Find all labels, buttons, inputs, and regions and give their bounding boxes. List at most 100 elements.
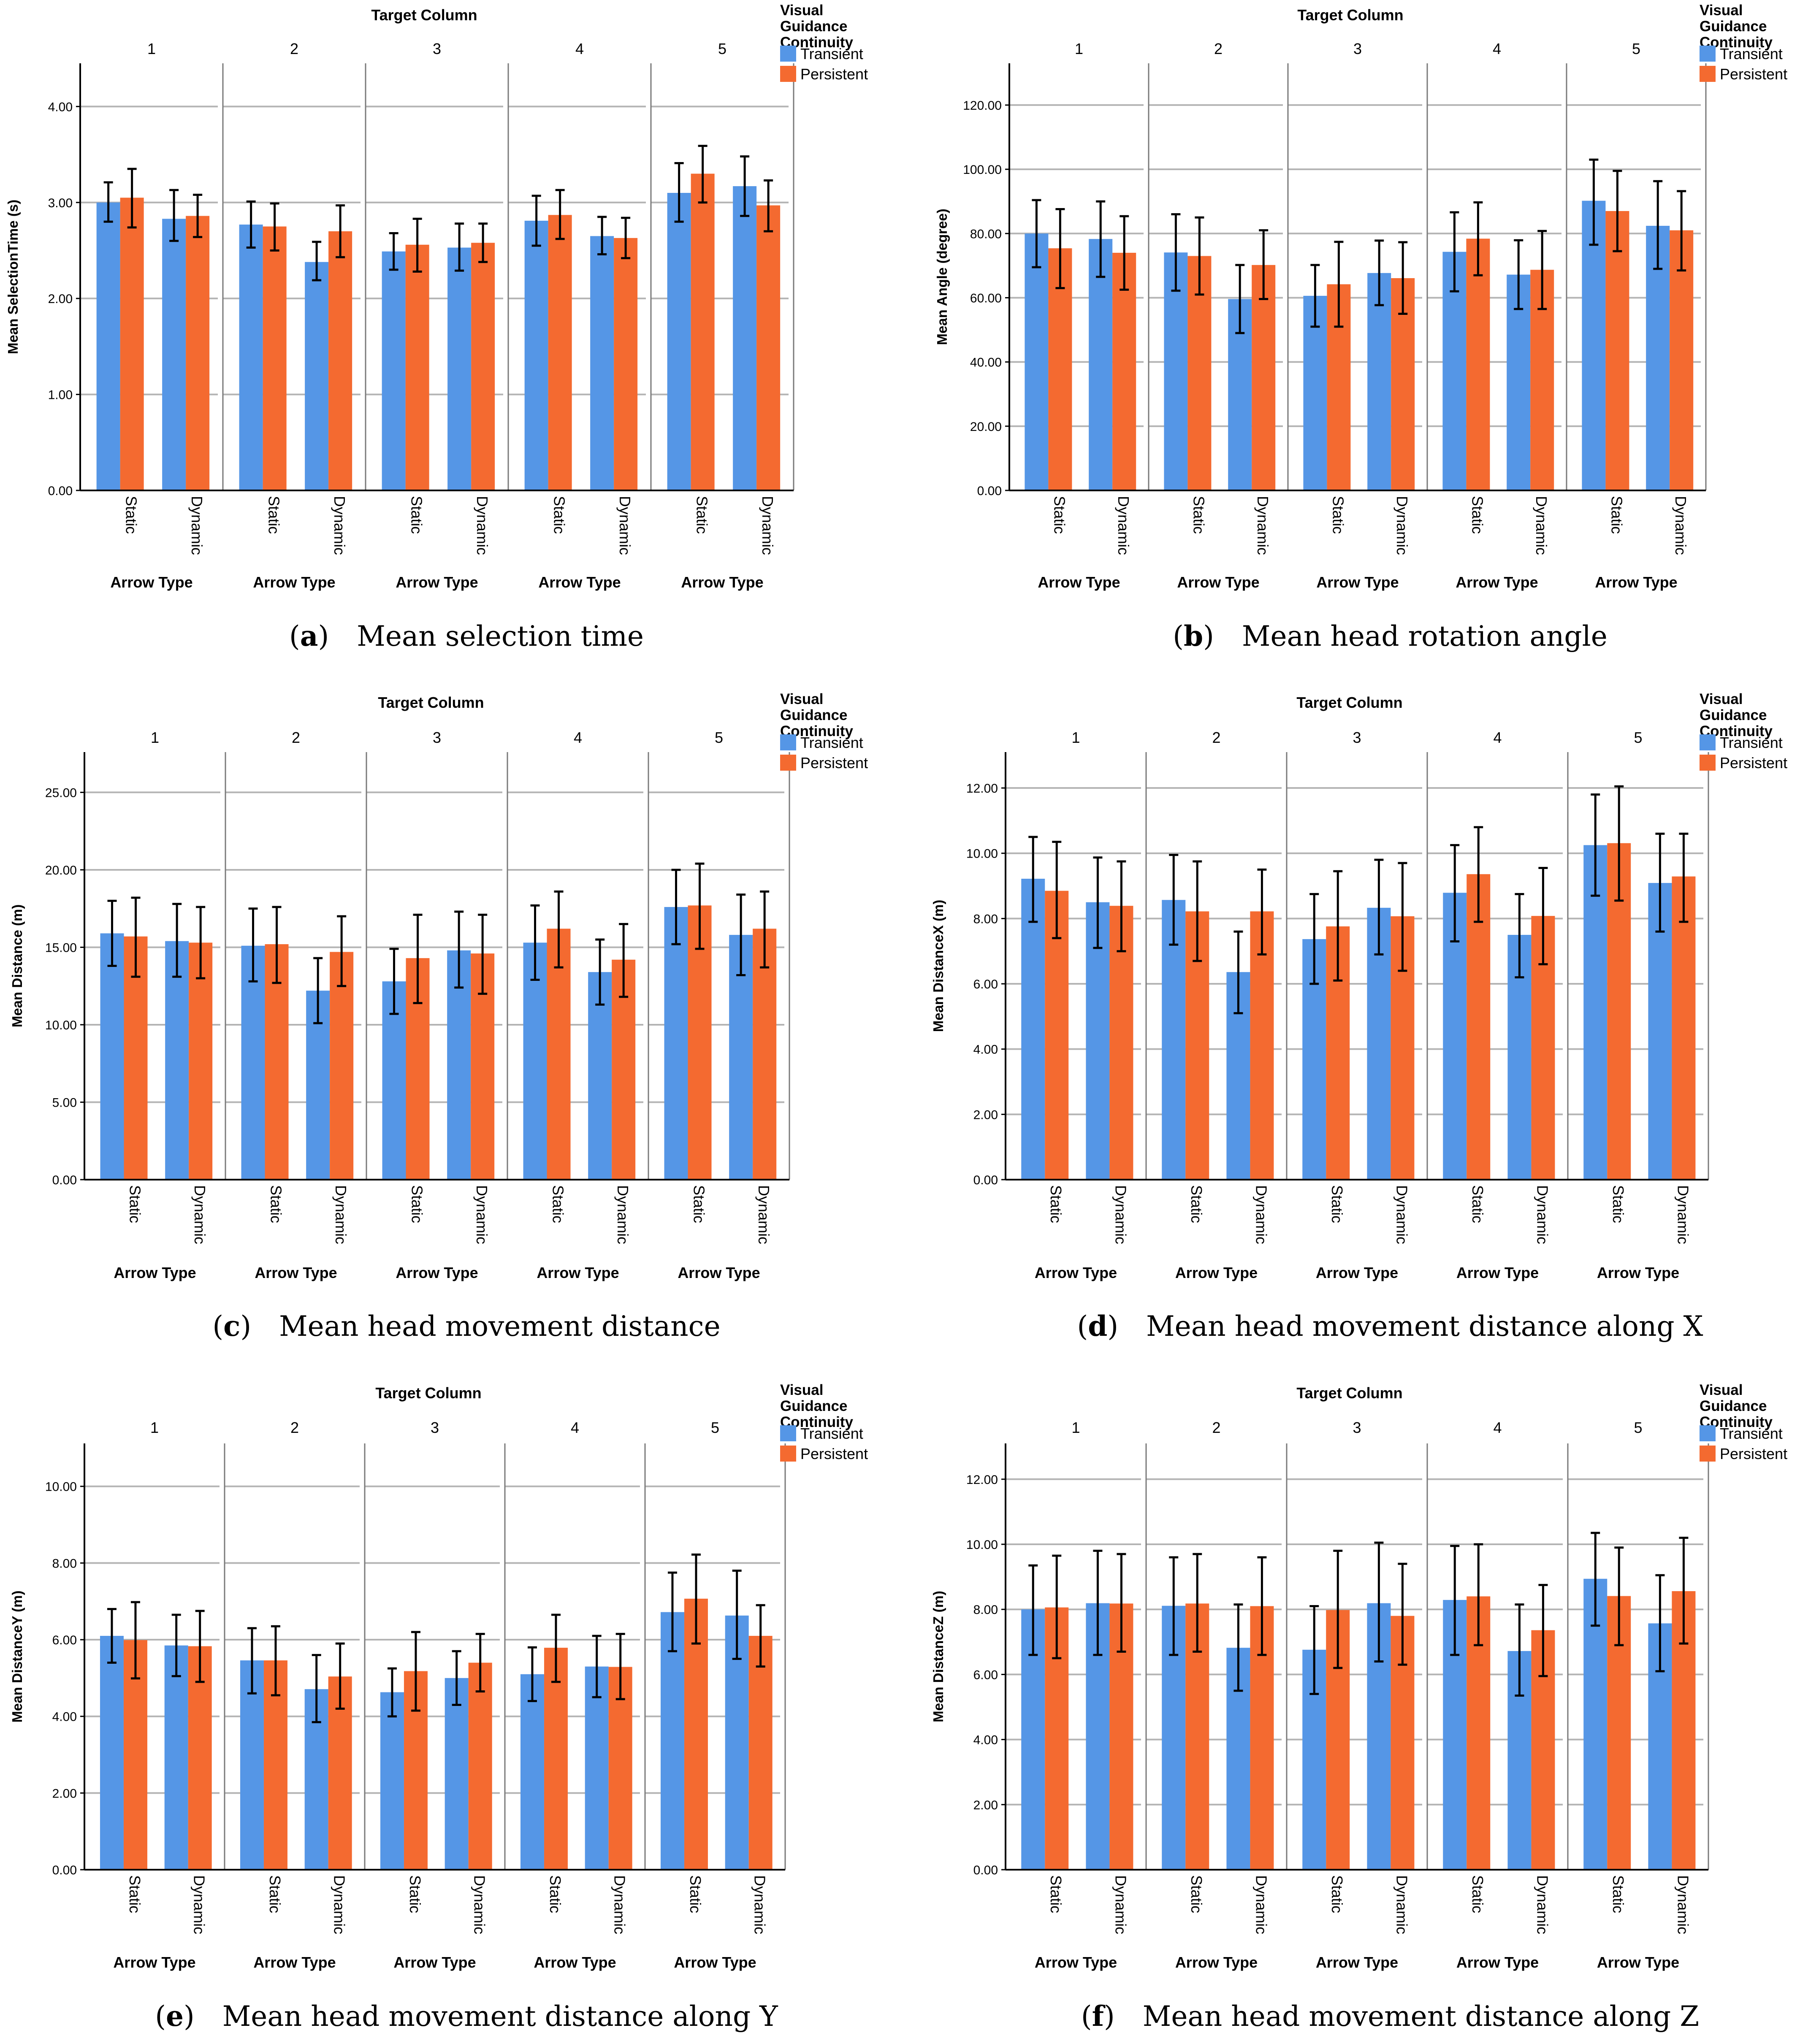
column-label: 3	[1353, 729, 1361, 746]
y-axis-label: Mean Angle (degree)	[934, 208, 950, 345]
y-tick-label: 8.00	[973, 912, 998, 926]
x-axis-label: Arrow Type	[1175, 1264, 1258, 1281]
caption: (c) Mean head movement distance	[212, 1310, 720, 1343]
y-tick-label: 10.00	[45, 1018, 77, 1032]
facet-column-4: 4 Static Dynamic Arrow Type	[507, 40, 646, 591]
column-label: 3	[433, 729, 441, 746]
bar-persistent-static-col1	[120, 198, 144, 490]
x-axis-label: Arrow Type	[1456, 1954, 1539, 1971]
bar-persistent-dynamic-col2	[1252, 265, 1276, 490]
x-axis-label: Arrow Type	[1035, 1264, 1117, 1281]
x-axis-label: Arrow Type	[1038, 574, 1120, 591]
y-tick-label: 2.00	[973, 1108, 998, 1122]
column-label: 2	[290, 40, 298, 57]
x-tick-label-dynamic: Dynamic	[1533, 496, 1550, 555]
facet-column-1: 1 Static Dynamic Arrow Type	[1005, 1419, 1141, 1971]
legend-title-line: Visual	[780, 691, 823, 707]
x-tick-label-dynamic: Dynamic	[1254, 496, 1271, 555]
facet-column-5: 5 Static Dynamic Arrow Type	[1567, 1419, 1703, 1971]
bar-transient-static-col5	[1582, 200, 1606, 491]
legend: VisualGuidanceContinuityTransientPersist…	[1700, 691, 1787, 772]
x-tick-label-static: Static	[126, 1875, 144, 1913]
bar-transient-dynamic-col5	[1646, 226, 1670, 490]
column-label: 2	[1212, 1419, 1220, 1436]
bar-persistent-dynamic-col4	[614, 238, 638, 490]
bar-transient-static-col4	[523, 942, 547, 1180]
x-axis-label: Arrow Type	[1456, 574, 1538, 591]
bar-transient-dynamic-col2	[305, 262, 329, 490]
facet-column-3: 3 Static Dynamic Arrow Type	[1287, 40, 1422, 591]
bar-transient-dynamic-col4	[588, 972, 612, 1180]
caption-close-paren: )	[318, 620, 357, 652]
x-tick-label-static: Static	[408, 496, 426, 534]
column-label: 2	[1214, 40, 1223, 57]
column-label: 4	[571, 1419, 579, 1436]
bar-transient-static-col2	[241, 945, 265, 1180]
chart-panel-d: Target Column 1 Static Dynamic Arrow Type 2 St…	[930, 691, 1787, 1343]
facet-column-1: 1 Static Dynamic Arrow Type	[79, 40, 218, 591]
column-label: 2	[292, 729, 300, 746]
caption-title: Mean selection time	[357, 620, 644, 652]
facet-column-3: 3 Static Dynamic Arrow Type	[1286, 729, 1422, 1281]
facet-column-2: 2 Static Dynamic Arrow Type	[222, 40, 361, 591]
legend-swatch-transient	[1700, 46, 1716, 62]
y-tick-label: 10.00	[966, 847, 998, 861]
x-axis-label: Arrow Type	[1177, 574, 1259, 591]
x-tick-label-dynamic: Dynamic	[1393, 1875, 1410, 1934]
facet-column-5: 5 Static Dynamic Arrow Type	[644, 1419, 780, 1971]
bar-transient-static-col1	[1025, 233, 1049, 490]
legend-title-line: Guidance	[1700, 18, 1767, 35]
x-axis-label: Arrow Type	[396, 1264, 478, 1281]
legend-label-transient: Transient	[1720, 45, 1783, 62]
legend: VisualGuidanceContinuityTransientPersist…	[780, 691, 868, 772]
column-label: 1	[150, 1419, 159, 1436]
facet-column-5: 5 Static Dynamic Arrow Type	[1567, 729, 1703, 1281]
x-tick-label-static: Static	[550, 1185, 567, 1223]
legend-swatch-persistent	[780, 66, 796, 82]
y-tick-label: 0.00	[52, 1863, 77, 1877]
caption-close-paren: )	[240, 1310, 279, 1343]
legend-label-persistent: Persistent	[800, 1445, 868, 1462]
caption-close-paren: )	[1104, 2000, 1143, 2033]
legend: VisualGuidanceContinuityTransientPersist…	[780, 2, 868, 83]
panel-header: Target Column	[1296, 1384, 1402, 1402]
bar-persistent-dynamic-col1	[1112, 252, 1136, 490]
legend-label-transient: Transient	[1720, 734, 1783, 751]
x-axis-label: Arrow Type	[674, 1954, 756, 1971]
y-tick-label: 20.00	[45, 864, 77, 877]
caption-letter: b	[1184, 620, 1203, 652]
y-tick-label: 120.00	[963, 99, 1002, 113]
chart-panel-a: Target Column 1 Static Dynamic Arrow Type 2 St…	[5, 2, 868, 652]
x-tick-label-static: Static	[1469, 1185, 1486, 1223]
legend-title-line: Visual	[1700, 1382, 1743, 1398]
y-tick-label: 2.00	[973, 1798, 998, 1812]
caption-letter: e	[166, 2000, 184, 2033]
column-label: 1	[1071, 729, 1080, 746]
bar-transient-static-col1	[100, 1635, 124, 1870]
bar-persistent-dynamic-col5	[1670, 230, 1694, 490]
y-axis-label: Mean Distance (m)	[9, 904, 25, 1028]
x-tick-label-dynamic: Dynamic	[1393, 1185, 1410, 1244]
column-label: 5	[1632, 40, 1640, 57]
legend-title-line: Visual	[780, 2, 823, 19]
x-axis-label: Arrow Type	[1597, 1264, 1679, 1281]
y-tick-label: 60.00	[970, 291, 1002, 305]
y-tick-label: 12.00	[966, 1473, 998, 1487]
legend-title-line: Guidance	[780, 1398, 847, 1414]
y-tick-label: 4.00	[52, 1710, 77, 1724]
y-tick-label: 0.00	[973, 1173, 998, 1187]
x-axis-label: Arrow Type	[1456, 1264, 1539, 1281]
y-tick-label: 4.00	[973, 1733, 998, 1747]
facet-column-4: 4 Static Dynamic Arrow Type	[1426, 1419, 1563, 1971]
x-axis-label: Arrow Type	[1595, 574, 1677, 591]
legend-title-line: Visual	[1700, 2, 1743, 19]
legend-label-transient: Transient	[800, 45, 863, 62]
bar-transient-static-col5	[1583, 845, 1608, 1180]
bar-persistent-dynamic-col1	[189, 942, 213, 1180]
bar-persistent-static-col3	[405, 244, 429, 490]
bar-persistent-static-col2	[263, 226, 287, 490]
x-tick-label-dynamic: Dynamic	[616, 496, 634, 555]
facet-column-1: 1 Static Dynamic Arrow Type	[84, 729, 220, 1281]
legend-label-persistent: Persistent	[1720, 1445, 1787, 1462]
